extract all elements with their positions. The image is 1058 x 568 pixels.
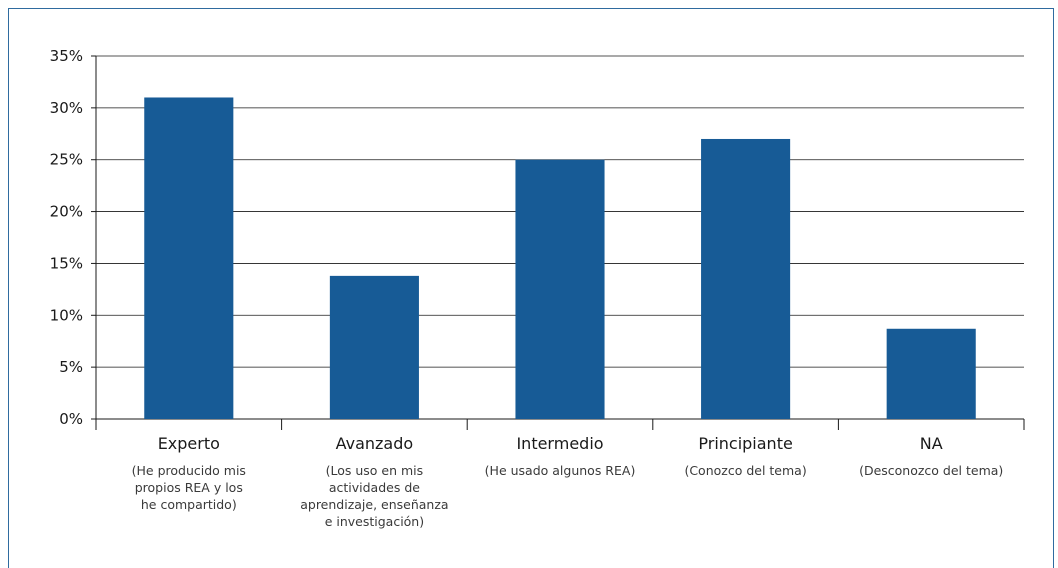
chart-frame bbox=[8, 8, 1054, 568]
x-category-label: Intermedio bbox=[516, 434, 603, 453]
y-tick-label: 0% bbox=[59, 410, 83, 428]
x-category-label: Avanzado bbox=[336, 434, 414, 453]
x-category-description: aprendizaje, enseñanza bbox=[300, 497, 448, 512]
x-category-description: (Desconozco del tema) bbox=[859, 463, 1003, 478]
y-tick-label: 15% bbox=[50, 254, 83, 272]
x-category-label: Experto bbox=[158, 434, 220, 453]
y-tick-label: 35% bbox=[50, 47, 83, 65]
bar-principiante bbox=[701, 138, 791, 419]
x-category-description: e investigación) bbox=[325, 514, 424, 529]
bar-intermedio bbox=[515, 159, 605, 419]
x-category-description: (He producido mis bbox=[132, 463, 246, 478]
y-tick-label: 20% bbox=[50, 203, 83, 221]
y-tick-label: 5% bbox=[59, 358, 83, 376]
y-tick-label: 25% bbox=[50, 151, 83, 169]
x-category-description: (He usado algunos REA) bbox=[485, 463, 636, 478]
x-category-label: Principiante bbox=[698, 434, 792, 453]
x-category-description: (Conozco del tema) bbox=[684, 463, 806, 478]
x-category-description: actividades de bbox=[329, 480, 420, 495]
x-category-description: propios REA y los bbox=[135, 480, 243, 495]
y-tick-label: 10% bbox=[50, 306, 83, 324]
y-tick-label: 30% bbox=[50, 99, 83, 117]
x-category-label: NA bbox=[920, 434, 943, 453]
bar-avanzado bbox=[329, 275, 419, 419]
x-category-description: he compartido) bbox=[141, 497, 237, 512]
x-category-description: (Los uso en mis bbox=[326, 463, 424, 478]
bar-na bbox=[886, 328, 976, 419]
bar-experto bbox=[144, 97, 234, 419]
